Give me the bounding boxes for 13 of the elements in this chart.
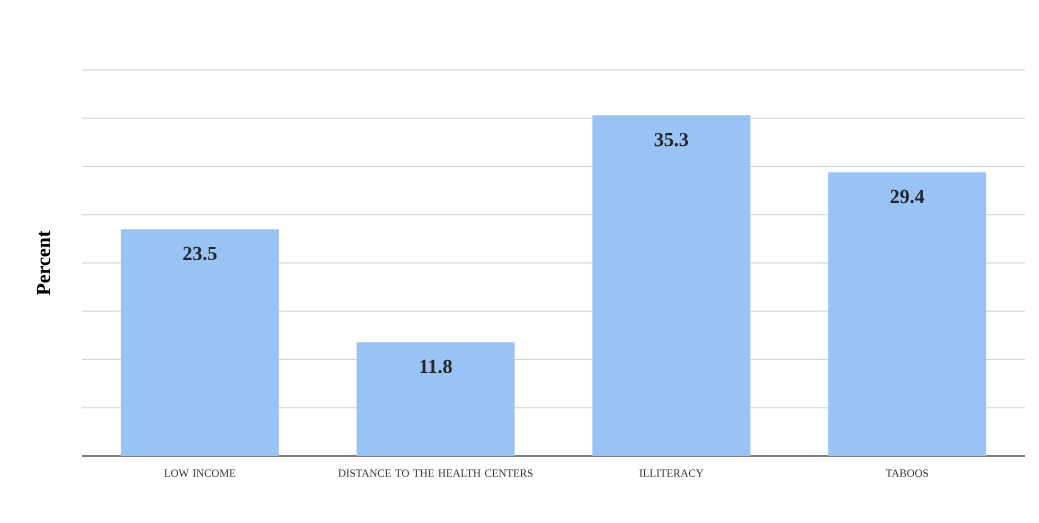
x-tick-label: LOW INCOME [164, 469, 236, 477]
x-tick-label: ILLITERACY [639, 469, 704, 477]
bar [828, 172, 987, 456]
x-tick-label: TABOOS [885, 469, 928, 477]
data-label: 35.3 [654, 132, 689, 147]
bar [592, 115, 751, 456]
data-label: 23.5 [183, 246, 217, 261]
y-axis-title: Percent [36, 230, 51, 296]
data-label: 29.4 [890, 189, 925, 204]
bar [356, 342, 515, 456]
data-label: 11.8 [420, 359, 452, 374]
bar [120, 229, 279, 456]
x-tick-label: DISTANCE TO THE HEALTH CENTERS [338, 469, 533, 477]
